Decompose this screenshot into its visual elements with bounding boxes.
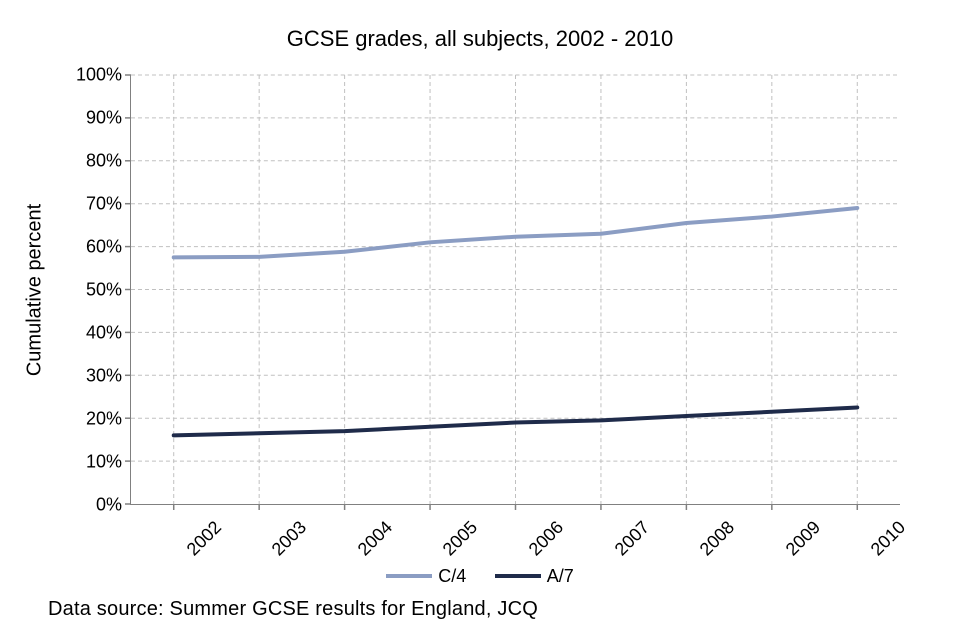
y-tick: 90%	[86, 108, 122, 129]
y-tick: 20%	[86, 409, 122, 430]
y-tick: 70%	[86, 194, 122, 215]
x-tick: 2002	[182, 517, 225, 560]
legend-label-c4: C/4	[438, 566, 466, 587]
legend-item-a7: A/7	[495, 566, 574, 587]
x-tick: 2007	[610, 517, 653, 560]
y-tick: 60%	[86, 237, 122, 258]
legend-swatch-a7	[495, 574, 541, 578]
x-tick: 2005	[439, 517, 482, 560]
x-tick: 2009	[781, 517, 824, 560]
y-tick: 50%	[86, 280, 122, 301]
data-lines	[131, 75, 900, 504]
x-tick: 2006	[525, 517, 568, 560]
chart-title: GCSE grades, all subjects, 2002 - 2010	[0, 26, 960, 52]
chart-container: GCSE grades, all subjects, 2002 - 2010 C…	[0, 0, 960, 640]
legend-label-a7: A/7	[547, 566, 574, 587]
y-tick: 40%	[86, 323, 122, 344]
legend: C/4 A/7	[0, 565, 960, 587]
y-tick: 80%	[86, 151, 122, 172]
y-tick: 0%	[96, 495, 122, 516]
x-tick: 2010	[867, 517, 910, 560]
plot-area	[130, 75, 900, 505]
x-tick: 2008	[696, 517, 739, 560]
legend-item-c4: C/4	[386, 566, 466, 587]
source-text: Data source: Summer GCSE results for Eng…	[48, 598, 538, 621]
legend-swatch-c4	[386, 574, 432, 578]
y-tick: 30%	[86, 366, 122, 387]
y-tick: 100%	[76, 65, 122, 86]
y-tick: 10%	[86, 452, 122, 473]
x-tick: 2004	[354, 517, 397, 560]
y-axis-label: Cumulative percent	[24, 204, 47, 376]
x-tick: 2003	[268, 517, 311, 560]
